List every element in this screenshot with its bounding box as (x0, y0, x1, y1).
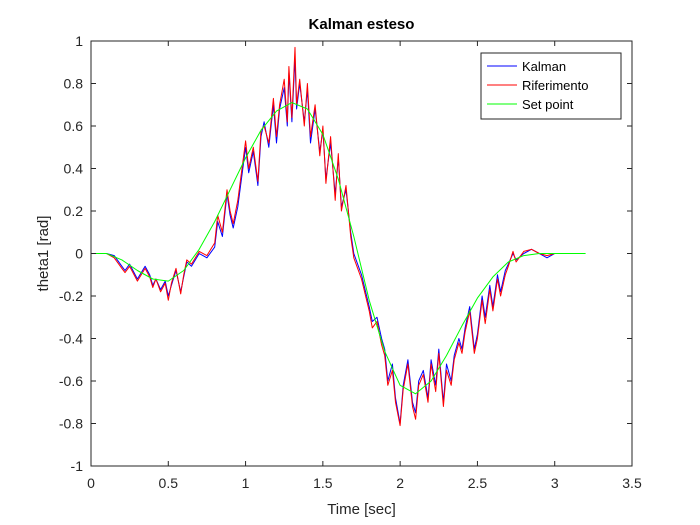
y-tick-label: -0.8 (59, 416, 83, 432)
y-tick-label: -0.6 (59, 373, 83, 389)
legend-box (480, 52, 622, 120)
x-tick-label: 1 (242, 475, 250, 491)
legend-label: Riferimento (522, 78, 588, 93)
series-line-set-point (91, 102, 586, 395)
x-tick-label: 2 (396, 475, 404, 491)
x-tick-label: 3.5 (622, 475, 642, 491)
y-tick-label: 0.2 (64, 203, 84, 219)
x-tick-label: 0 (87, 475, 95, 491)
x-tick-label: 3 (551, 475, 559, 491)
x-axis-label: Time [sec] (327, 501, 396, 518)
legend: Kalman Riferimento Set point (480, 52, 622, 120)
plot-lines (91, 46, 586, 427)
y-tick-label: -1 (71, 458, 84, 474)
x-tick-label: 1.5 (313, 475, 333, 491)
legend-label: Set point (522, 97, 574, 112)
x-tick-label: 0.5 (159, 475, 179, 491)
y-axis-label: theta1 [rad] (35, 216, 52, 292)
ticks-layer: 0 0.5 1 1.5 2 2.5 3 3.5 -1 -0.8 -0.6 -0.4 -0.2 0 0.2 0.… (59, 33, 642, 491)
y-tick-label: 0.4 (64, 161, 84, 177)
y-tick-label: 0.8 (64, 76, 84, 92)
y-tick-label: 0.6 (64, 118, 84, 134)
legend-label: Kalman (522, 59, 566, 74)
y-tick-label: -0.4 (59, 331, 83, 347)
y-tick-label: -0.2 (59, 288, 83, 304)
chart-title: Kalman esteso (309, 16, 415, 33)
x-tick-label: 2.5 (468, 475, 488, 491)
y-tick-label: 0 (75, 246, 83, 262)
y-tick-label: 1 (75, 33, 83, 49)
